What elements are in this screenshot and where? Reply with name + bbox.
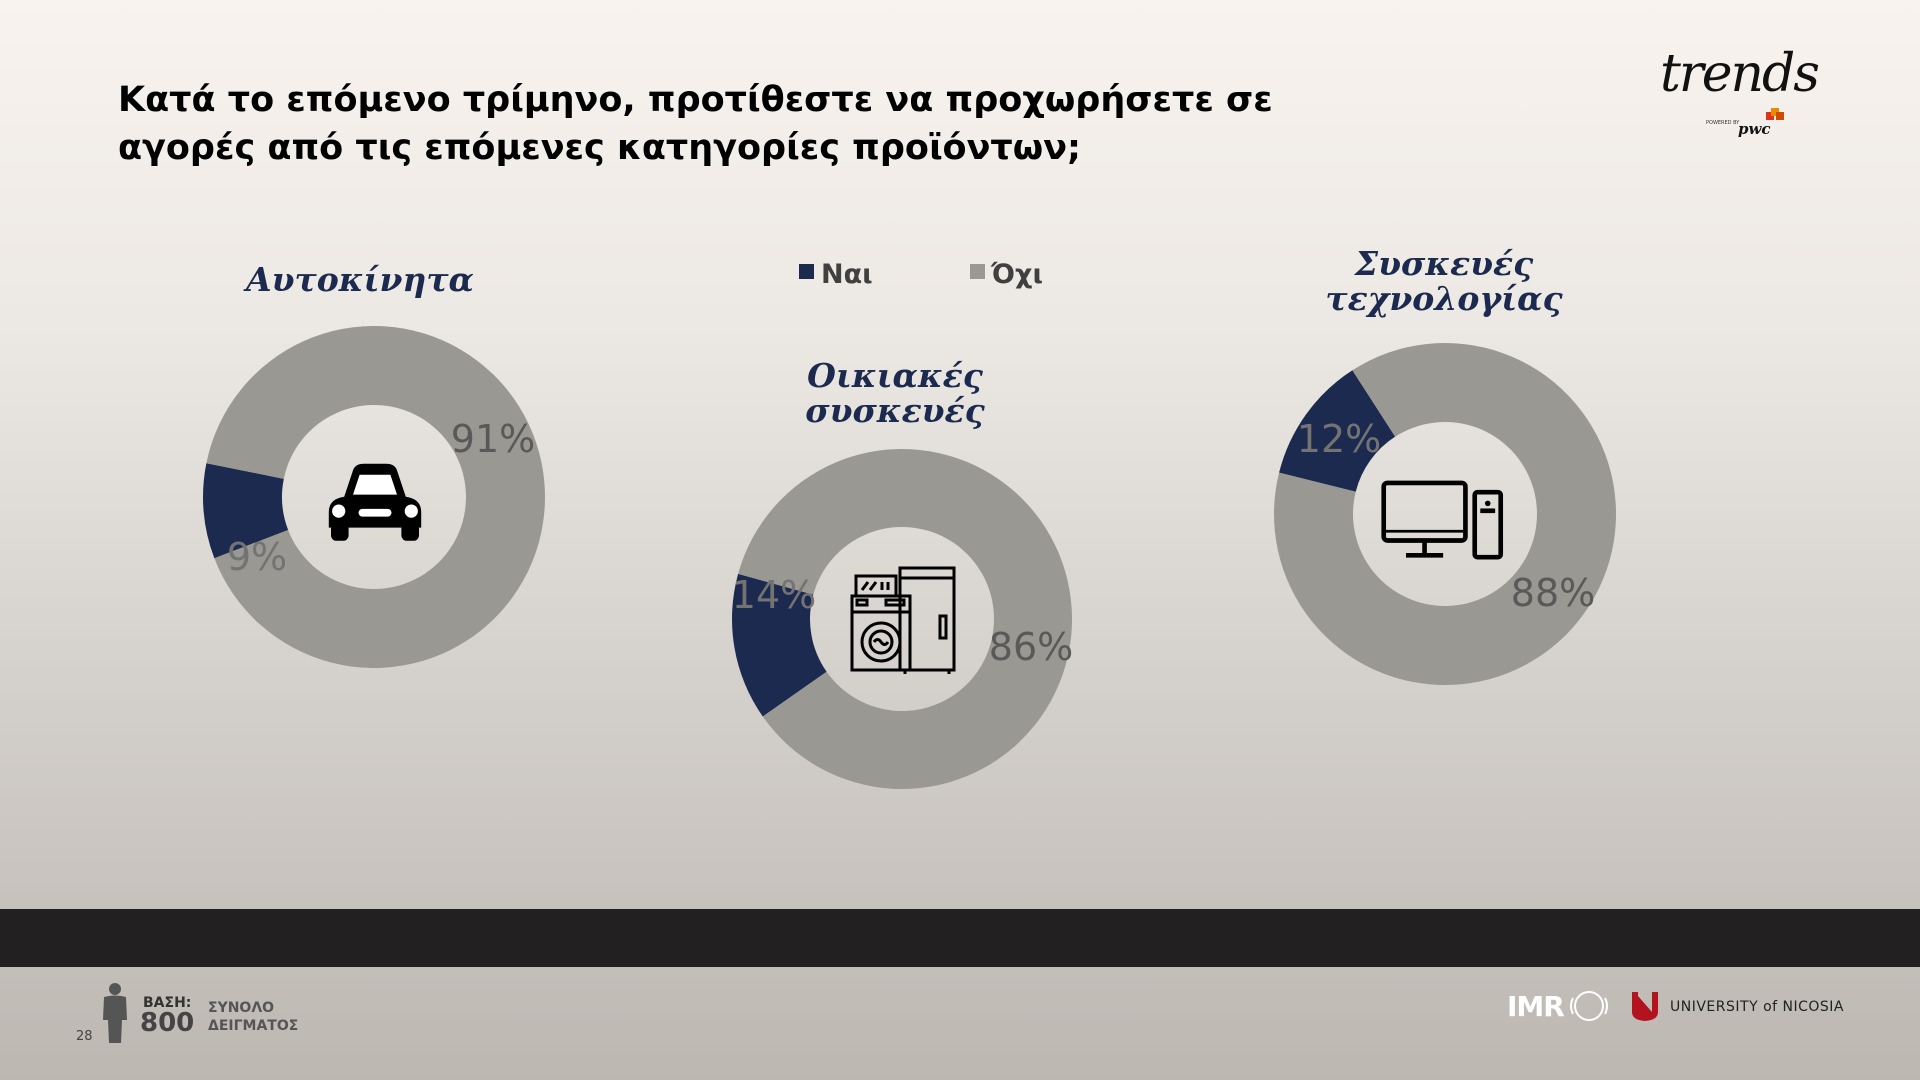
pwc-mark-icon <box>1766 108 1784 120</box>
base-description: ΣΥΝΟΛΟ ΔΕΙΓΜΑΤΟΣ <box>208 999 328 1035</box>
trends-pwc-logo: trends POWERED BY pwc <box>1650 44 1830 144</box>
donut-slice-yes <box>731 573 827 717</box>
donut-slice-no <box>1273 343 1617 686</box>
donut-charts: Ναι Όχι Αυτοκίνητα 9% 91% Οικιακές συσκε… <box>202 244 1617 789</box>
donut-chart-cars: Αυτοκίνητα 9% 91% <box>202 260 545 669</box>
page-number: 28 <box>76 1029 93 1044</box>
legend-swatch-yes <box>799 264 814 279</box>
slide-title: Κατά το επόμενο τρίμηνο, προτίθεστε να π… <box>118 80 1273 168</box>
university-of-nicosia-logo-icon <box>1632 992 1658 1021</box>
base-description-line1: ΣΥΝΟΛΟ <box>208 1000 275 1016</box>
donut-chart-technology-devices: Συσκευές τεχνολογίας 12% 88% <box>1273 244 1617 686</box>
washing-machine-fridge-icon <box>850 566 956 674</box>
donut-slice-no <box>206 326 545 669</box>
chart-title-technology-line2: τεχνολογίας <box>1325 279 1563 318</box>
legend-swatch-no <box>970 264 985 279</box>
legend-label-yes: Ναι <box>821 259 873 290</box>
car-icon <box>328 463 422 541</box>
chart-title-technology-line1: Συσκευές <box>1354 244 1534 283</box>
donut-slice-yes <box>1279 370 1396 492</box>
data-label-no: 91% <box>451 417 535 461</box>
base-label: ΒΑΣΗ: <box>143 995 192 1011</box>
person-icon <box>103 983 127 1043</box>
imr-wordmark: IMR <box>1507 990 1565 1023</box>
legend-label-no: Όχι <box>990 259 1043 290</box>
donut-slice-no <box>738 449 1072 789</box>
chart-title-cars: Αυτοκίνητα <box>243 260 474 299</box>
university-of-nicosia-wordmark: UNIVERSITY of NICOSIA <box>1670 999 1845 1015</box>
base-description-line2: ΔΕΙΓΜΑΤΟΣ <box>208 1018 299 1034</box>
pwc-wordmark: pwc <box>1738 120 1771 138</box>
donut-slice-yes <box>202 463 289 559</box>
desktop-computer-icon <box>1384 483 1501 557</box>
data-label-yes: 12% <box>1297 417 1381 461</box>
donut-chart-household-appliances: Οικιακές συσκευές 14% 86% <box>732 356 1073 789</box>
powered-by-label: POWERED BY <box>1706 120 1740 126</box>
imr-logo <box>1570 991 1608 1021</box>
chart-title-appliances-line1: Οικιακές <box>807 356 984 395</box>
data-label-no: 86% <box>989 625 1073 669</box>
data-label-no: 88% <box>1511 571 1595 615</box>
base-value: 800 <box>140 1008 195 1038</box>
trends-wordmark: trends <box>1660 44 1820 104</box>
chart-title-appliances-line2: συσκευές <box>805 391 985 430</box>
footer-band <box>0 909 1920 967</box>
data-label-yes: 9% <box>227 535 287 579</box>
data-label-yes: 14% <box>732 573 816 617</box>
